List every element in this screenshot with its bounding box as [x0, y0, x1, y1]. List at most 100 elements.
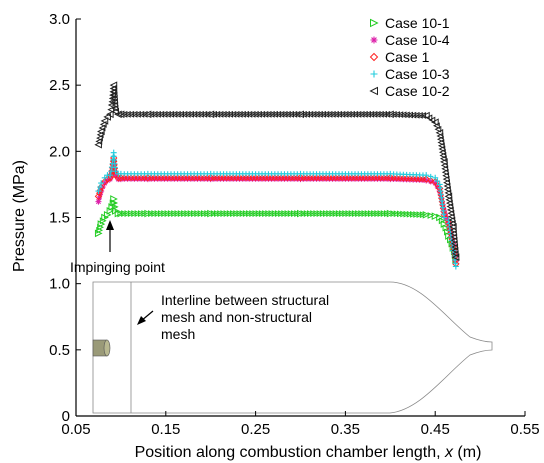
data-point-fill [439, 155, 447, 163]
data-point [449, 222, 457, 231]
data-point-fill [96, 134, 103, 142]
data-point-fill [272, 176, 278, 182]
data-point-fill [303, 110, 311, 118]
legend-label: Case 10-1 [385, 15, 450, 31]
data-point-fill [336, 176, 342, 182]
data-point-fill [235, 110, 243, 118]
data-point-fill [135, 176, 141, 182]
legend-label: Case 1 [385, 49, 430, 65]
data-point [386, 209, 395, 218]
data-marks [94, 81, 460, 270]
data-point-fill [312, 110, 320, 118]
data-point-fill [197, 210, 205, 217]
data-point-fill [445, 199, 453, 207]
data-point-fill [125, 176, 131, 182]
legend-item: Case 10-1 [370, 15, 450, 31]
data-point-fill [99, 121, 107, 128]
data-point-fill [242, 110, 250, 118]
data-point [440, 158, 448, 166]
data-point-fill [310, 210, 318, 217]
data-point-fill [381, 176, 387, 182]
data-point-fill [436, 135, 444, 143]
data-point-fill [121, 210, 128, 217]
data-point [98, 180, 105, 187]
data-point-fill [389, 110, 397, 118]
data-point-fill [326, 176, 332, 182]
data-point-fill [447, 213, 455, 221]
x-tick-label: 0.15 [151, 421, 180, 438]
data-point-fill [373, 110, 381, 118]
data-point [104, 177, 111, 184]
data-point-fill [210, 210, 218, 217]
data-point-fill [174, 210, 182, 217]
data-point-fill [291, 176, 297, 182]
data-point-fill [134, 110, 141, 118]
data-point-fill [157, 210, 165, 217]
data-point-fill [349, 176, 355, 182]
data-point-fill [355, 210, 362, 217]
data-point-fill [437, 139, 445, 146]
data-point-fill [184, 176, 191, 182]
data-point-fill [352, 176, 358, 182]
data-point [423, 172, 430, 179]
data-point [101, 180, 108, 187]
data-point-fill [249, 210, 257, 217]
chamber-geometry [92, 281, 493, 414]
data-point-fill [396, 111, 404, 119]
data-point [100, 117, 109, 125]
data-point-fill [444, 186, 451, 193]
data-point-fill [287, 210, 295, 217]
data-point-fill [161, 176, 167, 182]
data-point-fill [420, 177, 426, 183]
data-point-fill [338, 110, 346, 118]
data-point-fill [450, 230, 457, 237]
data-point-fill [194, 210, 202, 217]
data-point-fill [220, 210, 228, 217]
legend-item: Case 10-4 [370, 32, 450, 48]
data-point-fill [232, 110, 240, 118]
data-point-fill [326, 210, 334, 217]
data-point-fill [100, 184, 106, 190]
data-point-fill [97, 184, 103, 190]
data-point-fill [290, 210, 298, 217]
data-point-fill [246, 176, 252, 182]
data-point-fill [224, 176, 230, 182]
data-point-fill [303, 210, 311, 217]
data-point [95, 198, 102, 205]
data-point-fill [365, 176, 371, 182]
data-point-fill [134, 210, 142, 217]
data-point-fill [183, 110, 191, 118]
data-point-fill [274, 110, 282, 118]
data-point-fill [451, 247, 459, 254]
data-point-fill [194, 176, 201, 182]
data-point [107, 172, 114, 179]
data-point-fill [335, 210, 343, 217]
data-point-fill [148, 210, 155, 217]
y-tick-label: 0.5 [49, 342, 70, 359]
data-point-fill [425, 114, 433, 122]
data-point-fill [226, 210, 234, 217]
legend-item: Case 10-3 [370, 66, 450, 82]
data-point [114, 174, 122, 182]
data-point-fill [328, 110, 336, 118]
data-point-fill [107, 106, 115, 114]
data-point-fill [127, 210, 135, 217]
data-point-fill [383, 110, 391, 118]
data-point-fill [236, 210, 244, 217]
data-point-fill [448, 216, 456, 224]
data-point [435, 128, 444, 137]
data-point [97, 127, 105, 136]
interline-annotation: Interline between structural mesh and no… [137, 292, 329, 342]
data-point-fill [233, 176, 239, 182]
data-point-fill [354, 110, 362, 118]
data-point-fill [255, 110, 262, 118]
data-point-fill [307, 176, 313, 182]
impinging-point-label: Impinging point [70, 259, 165, 275]
data-point-fill [157, 110, 165, 118]
data-point-fill [362, 176, 368, 182]
data-point-fill [110, 91, 118, 99]
data-point-fill [339, 176, 345, 182]
data-point-fill [216, 110, 224, 118]
data-point-fill [339, 210, 346, 217]
